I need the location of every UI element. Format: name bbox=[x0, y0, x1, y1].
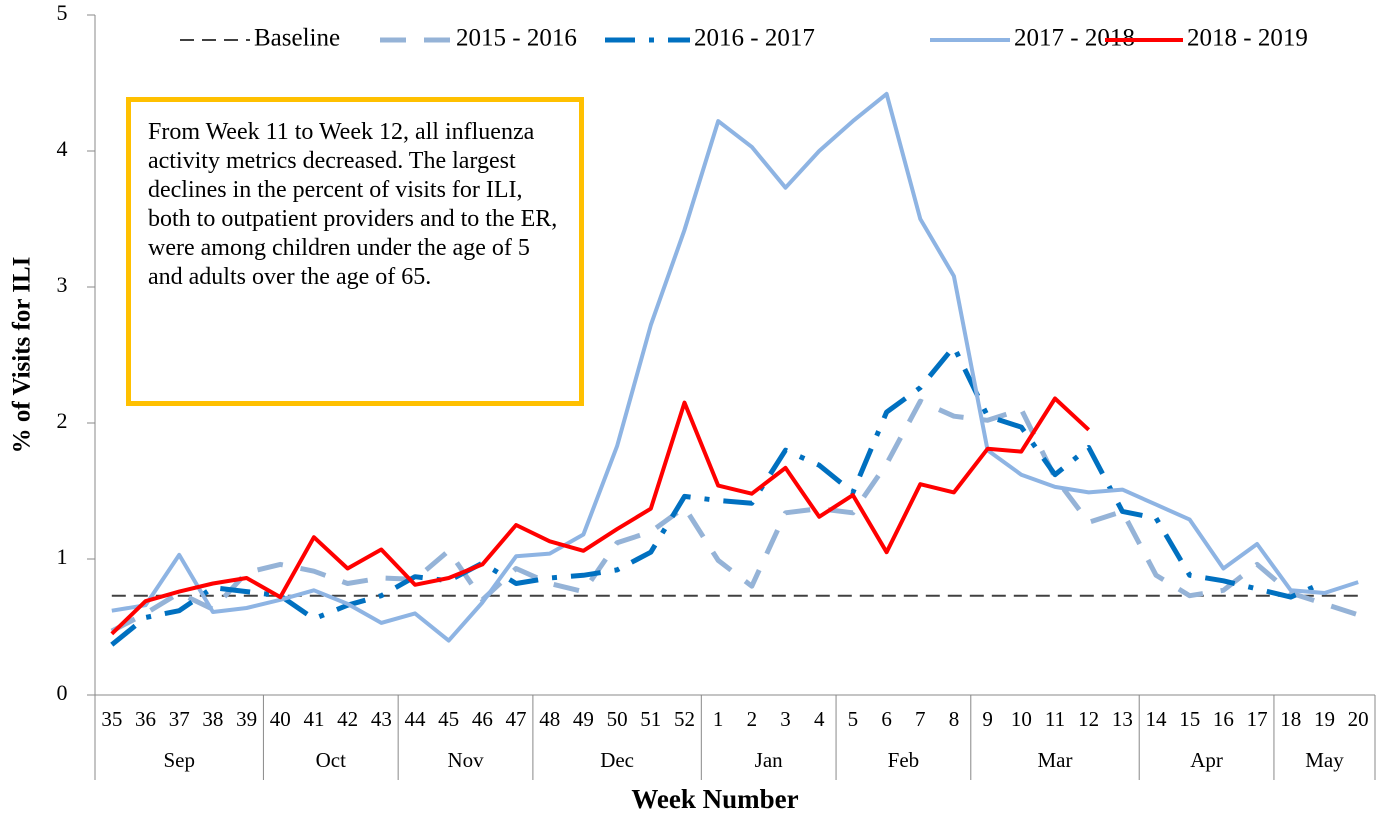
month-label: Mar bbox=[1038, 748, 1073, 772]
y-tick-label: 1 bbox=[57, 544, 68, 569]
legend-label: 2016 - 2017 bbox=[694, 25, 815, 52]
x-tick-label: 39 bbox=[236, 707, 257, 731]
annotation-box bbox=[126, 97, 584, 406]
x-tick-label: 20 bbox=[1348, 707, 1369, 731]
y-tick-label: 2 bbox=[57, 408, 68, 433]
x-tick-label: 3 bbox=[780, 707, 791, 731]
x-tick-label: 13 bbox=[1112, 707, 1133, 731]
x-tick-label: 51 bbox=[640, 707, 661, 731]
x-tick-label: 16 bbox=[1213, 707, 1234, 731]
series-line bbox=[110, 398, 1359, 634]
series-line bbox=[110, 396, 1091, 636]
x-tick-label: 10 bbox=[1011, 707, 1032, 731]
x-tick-label: 52 bbox=[674, 707, 695, 731]
month-label: Apr bbox=[1190, 748, 1223, 772]
x-tick-label: 49 bbox=[573, 707, 594, 731]
x-tick-label: 1 bbox=[713, 707, 724, 731]
x-tick-label: 19 bbox=[1314, 707, 1335, 731]
annotation: From Week 11 to Week 12, all influenza a… bbox=[148, 119, 558, 290]
month-label: Feb bbox=[888, 748, 920, 772]
x-tick-label: 41 bbox=[303, 707, 324, 731]
x-tick-label: 14 bbox=[1146, 707, 1168, 731]
y-tick-label: 3 bbox=[57, 272, 68, 297]
x-tick-label: 37 bbox=[169, 707, 190, 731]
x-tick-label: 17 bbox=[1247, 707, 1268, 731]
series-line bbox=[110, 344, 1326, 647]
x-tick-label: 43 bbox=[371, 707, 392, 731]
x-tick-label: 44 bbox=[405, 707, 427, 731]
legend-label: 2018 - 2019 bbox=[1187, 25, 1308, 52]
month-label: Dec bbox=[600, 748, 634, 772]
x-tick-label: 2 bbox=[747, 707, 758, 731]
x-tick-label: 8 bbox=[949, 707, 960, 731]
x-tick-label: 38 bbox=[202, 707, 223, 731]
x-tick-label: 18 bbox=[1280, 707, 1301, 731]
series-line bbox=[111, 91, 1359, 643]
x-tick-label: 12 bbox=[1078, 707, 1099, 731]
x-tick-label: 46 bbox=[472, 707, 493, 731]
x-tick-label: 15 bbox=[1179, 707, 1200, 731]
x-tick-label: 35 bbox=[101, 707, 122, 731]
x-tick-label: 40 bbox=[270, 707, 291, 731]
month-label: Oct bbox=[316, 748, 346, 772]
x-tick-label: 4 bbox=[814, 707, 825, 731]
x-tick-label: 50 bbox=[607, 707, 628, 731]
legend-label: 2015 - 2016 bbox=[456, 25, 577, 52]
y-tick-label: 5 bbox=[57, 0, 68, 25]
month-label: Jan bbox=[755, 748, 783, 772]
x-axis-title: Week Number bbox=[631, 784, 798, 814]
x-tick-label: 9 bbox=[982, 707, 993, 731]
x-tick-label: 48 bbox=[539, 707, 560, 731]
x-tick-label: 5 bbox=[848, 707, 859, 731]
x-tick-label: 6 bbox=[881, 707, 892, 731]
x-tick-label: 47 bbox=[506, 707, 527, 731]
y-axis-title: % of Visits for ILI bbox=[9, 257, 36, 454]
month-label: Sep bbox=[163, 748, 195, 772]
x-tick-label: 36 bbox=[135, 707, 156, 731]
month-label: May bbox=[1305, 748, 1344, 772]
legend-label: Baseline bbox=[254, 25, 340, 52]
y-tick-label: 0 bbox=[57, 680, 68, 705]
y-tick-label: 4 bbox=[57, 136, 68, 161]
x-tick-label: 45 bbox=[438, 707, 459, 731]
x-tick-label: 42 bbox=[337, 707, 358, 731]
x-tick-label: 11 bbox=[1045, 707, 1065, 731]
month-label: Nov bbox=[447, 748, 484, 772]
x-tick-label: 7 bbox=[915, 707, 926, 731]
